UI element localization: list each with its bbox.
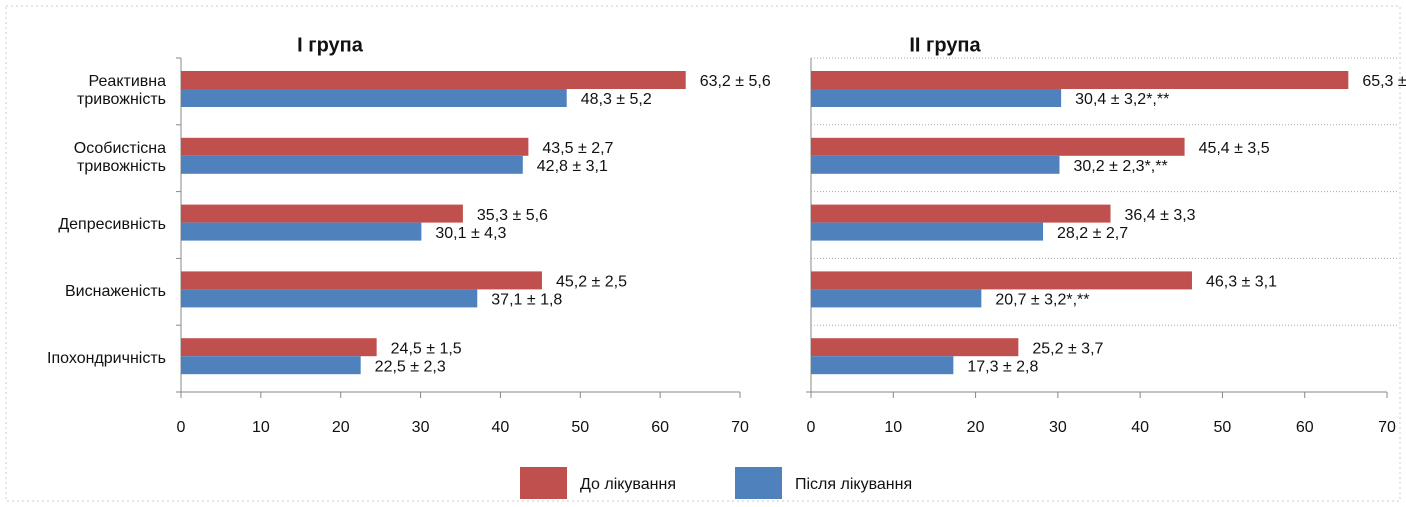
x-tick-label: 50 <box>1214 419 1232 436</box>
bar <box>811 338 1019 357</box>
x-tick-label: 60 <box>651 419 669 436</box>
bar <box>811 356 954 375</box>
value-label: 45,4 ± 3,5 <box>1199 140 1270 157</box>
x-tick-label: 30 <box>412 419 430 436</box>
legend-label: До лікування <box>580 476 676 493</box>
bar <box>181 89 567 107</box>
value-label: 30,1 ± 4,3 <box>435 225 506 242</box>
bar <box>811 222 1044 241</box>
x-tick-label: 20 <box>332 419 350 436</box>
value-label: 17,3 ± 2,8 <box>967 358 1038 375</box>
value-label: 42,8 ± 3,1 <box>537 158 608 175</box>
value-label: 36,4 ± 3,3 <box>1125 207 1196 224</box>
value-label: 43,5 ± 2,7 <box>542 140 613 157</box>
chart-title: II група <box>909 34 981 56</box>
x-tick-label: 70 <box>1378 419 1396 436</box>
bar <box>181 338 377 357</box>
value-label: 28,2 ± 2,7 <box>1057 225 1128 242</box>
x-tick-label: 30 <box>1049 419 1067 436</box>
y-tick-label: Виснаженість <box>65 282 166 300</box>
value-label: 30,4 ± 3,2*,** <box>1075 91 1169 108</box>
value-label: 24,5 ± 1,5 <box>391 340 462 357</box>
y-tick-label: Депресивність <box>58 215 166 233</box>
value-label: 22,5 ± 2,3 <box>375 358 446 375</box>
bar <box>181 204 463 223</box>
y-tick-label: Реактивна тривожність <box>77 73 166 109</box>
legend-label: Після лікування <box>795 476 912 493</box>
value-label: 63,2 ± 5,6 <box>700 73 771 90</box>
chart-title: I група <box>297 34 364 56</box>
bar <box>181 137 529 156</box>
bar <box>181 155 523 174</box>
x-tick-label: 20 <box>967 419 985 436</box>
value-label: 46,3 ± 3,1 <box>1206 274 1277 291</box>
value-label: 20,7 ± 3,2*,** <box>995 292 1089 309</box>
value-label: 25,2 ± 3,7 <box>1032 340 1103 357</box>
bar <box>811 155 1060 174</box>
bar <box>811 89 1062 107</box>
value-label: 35,3 ± 5,6 <box>477 207 548 224</box>
bar <box>811 271 1192 290</box>
bar <box>181 271 542 290</box>
legend-swatch <box>735 467 782 499</box>
x-tick-label: 10 <box>252 419 270 436</box>
value-label: 48,3 ± 5,2 <box>581 91 652 108</box>
x-tick-label: 0 <box>177 419 186 436</box>
y-tick-label: Іпохондричність <box>47 349 166 367</box>
x-tick-label: 60 <box>1296 419 1314 436</box>
x-tick-label: 50 <box>571 419 589 436</box>
value-label: 30,2 ± 2,3*,** <box>1074 158 1168 175</box>
bar <box>811 289 982 308</box>
bar <box>181 356 361 375</box>
x-tick-label: 40 <box>1131 419 1149 436</box>
value-label: 45,2 ± 2,5 <box>556 274 627 291</box>
x-tick-label: 70 <box>731 419 749 436</box>
bar <box>181 71 686 89</box>
x-tick-label: 40 <box>492 419 510 436</box>
legend-swatch <box>520 467 567 499</box>
value-label: 37,1 ± 1,8 <box>491 292 562 309</box>
frame <box>5 5 1401 502</box>
x-tick-label: 10 <box>884 419 902 436</box>
x-tick-label: 0 <box>807 419 816 436</box>
bar <box>181 289 478 308</box>
bar <box>181 222 422 241</box>
value-label: 65,3 ± 4,2 <box>1362 73 1406 90</box>
bar <box>811 71 1349 89</box>
bar <box>811 204 1111 223</box>
bar <box>811 137 1185 156</box>
y-tick-label: Особистісна тривожність <box>73 140 166 176</box>
